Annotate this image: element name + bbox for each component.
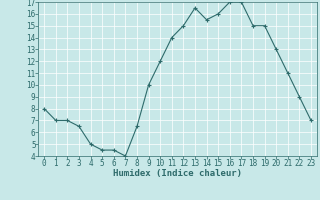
X-axis label: Humidex (Indice chaleur): Humidex (Indice chaleur)	[113, 169, 242, 178]
